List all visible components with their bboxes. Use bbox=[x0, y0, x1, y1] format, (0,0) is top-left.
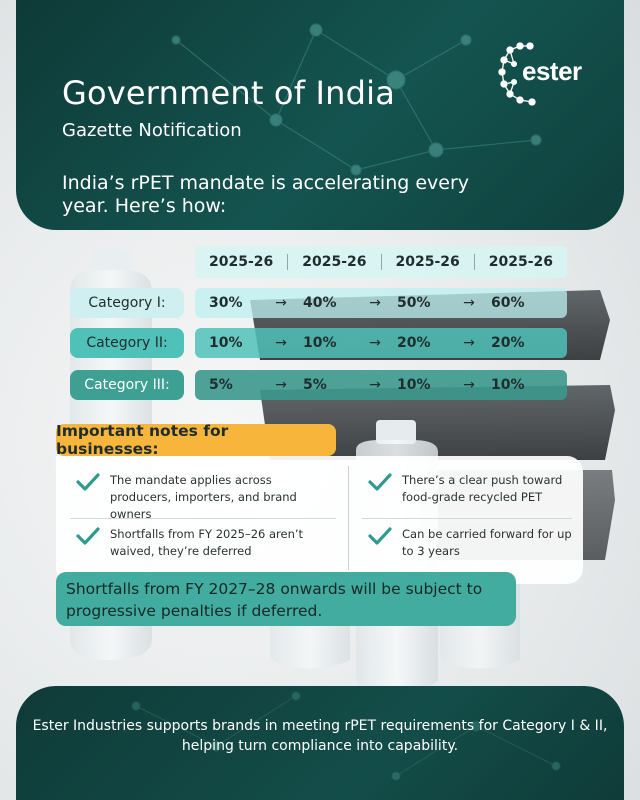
arrow-icon: → bbox=[275, 295, 287, 311]
arrow-icon: → bbox=[275, 335, 287, 351]
check-icon bbox=[76, 473, 100, 491]
notes-divider bbox=[362, 518, 572, 519]
footer-text: Ester Industries supports brands in meet… bbox=[32, 718, 608, 754]
notes-divider bbox=[348, 466, 349, 570]
category-label: Category II: bbox=[70, 328, 184, 358]
check-icon bbox=[368, 473, 392, 491]
note-text: Shortfalls from FY 2025–26 aren’t waived… bbox=[110, 527, 304, 558]
molecule-network-decoration bbox=[131, 691, 561, 781]
target-value: 10% bbox=[491, 377, 525, 393]
page-subtitle: Gazette Notification bbox=[62, 120, 242, 141]
note-text: Can be carried forward for up to 3 years bbox=[402, 527, 572, 558]
arrow-icon: → bbox=[463, 335, 475, 351]
category-label: Category I: bbox=[70, 288, 184, 318]
ester-logo-text: ester bbox=[522, 56, 582, 86]
target-value: 10% bbox=[397, 377, 431, 393]
target-value: 60% bbox=[491, 295, 525, 311]
target-value: 30% bbox=[209, 295, 243, 311]
arrow-icon: → bbox=[369, 335, 381, 351]
target-value: 5% bbox=[209, 377, 233, 393]
molecule-network-decoration bbox=[171, 23, 542, 176]
note-item: Can be carried forward for up to 3 years bbox=[368, 526, 573, 560]
footer-banner: Ester Industries supports brands in meet… bbox=[16, 686, 624, 800]
check-icon bbox=[76, 527, 100, 545]
target-value: 50% bbox=[397, 295, 431, 311]
target-value: 40% bbox=[303, 295, 337, 311]
penalty-callout: Shortfalls from FY 2027–28 onwards will … bbox=[56, 572, 516, 626]
note-item: The mandate applies across producers, im… bbox=[76, 472, 336, 523]
notes-card: The mandate applies across producers, im… bbox=[56, 456, 583, 584]
target-value: 5% bbox=[303, 377, 327, 393]
year-header-row: 2025-26 2025-26 2025-26 2025-26 bbox=[195, 246, 567, 278]
target-value: 20% bbox=[491, 335, 525, 351]
year-header-cell: 2025-26 bbox=[195, 254, 289, 270]
header-banner: Government of India Gazette Notification… bbox=[16, 0, 624, 230]
arrow-icon: → bbox=[369, 295, 381, 311]
arrow-icon: → bbox=[463, 295, 475, 311]
category-values-row: 10% → 10% → 20% → 20% bbox=[195, 328, 567, 358]
target-value: 10% bbox=[209, 335, 243, 351]
notes-divider bbox=[70, 518, 336, 519]
target-value: 10% bbox=[303, 335, 337, 351]
arrow-icon: → bbox=[369, 377, 381, 393]
category-values-row: 5% → 5% → 10% → 10% bbox=[195, 370, 567, 400]
note-item: There’s a clear push toward food-grade r… bbox=[368, 472, 573, 506]
year-header-cell: 2025-26 bbox=[488, 254, 553, 270]
notes-heading: Important notes for businesses: bbox=[56, 422, 336, 458]
arrow-icon: → bbox=[463, 377, 475, 393]
target-value: 20% bbox=[397, 335, 431, 351]
note-text: There’s a clear push toward food-grade r… bbox=[402, 473, 563, 504]
year-header-cell: 2025-26 bbox=[382, 254, 475, 270]
page-title: Government of India bbox=[62, 74, 396, 112]
arrow-icon: → bbox=[275, 377, 287, 393]
category-label: Category III: bbox=[70, 370, 184, 400]
year-header-cell: 2025-26 bbox=[288, 254, 382, 270]
ester-logo-icon bbox=[498, 42, 536, 106]
check-icon bbox=[368, 527, 392, 545]
note-item: Shortfalls from FY 2025–26 aren’t waived… bbox=[76, 526, 336, 560]
intro-text: India’s rPET mandate is accelerating eve… bbox=[62, 172, 470, 217]
category-values-row: 30% → 40% → 50% → 60% bbox=[195, 288, 567, 318]
note-text: The mandate applies across producers, im… bbox=[110, 473, 297, 521]
